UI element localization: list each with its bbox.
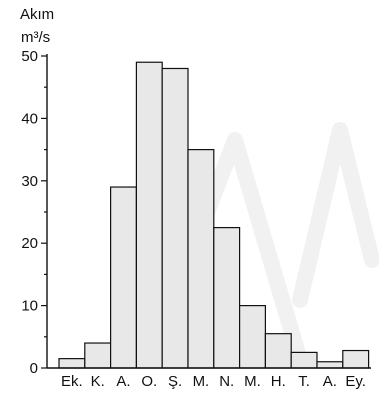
bars-group — [58, 61, 370, 369]
y-tick-label-10: 10 — [21, 298, 38, 315]
y-tick-label-40: 40 — [21, 110, 38, 127]
y-tick-label-30: 30 — [21, 173, 38, 190]
bar-12 — [342, 349, 370, 369]
bar-6 — [187, 149, 215, 369]
bar-7 — [213, 227, 241, 369]
y-axis: 0 10 20 30 40 50 — [21, 48, 48, 377]
x-category-label-5: Ş. — [168, 373, 182, 390]
x-category-label-6: M. — [193, 373, 210, 390]
bar-3 — [109, 186, 137, 369]
bar-9 — [264, 333, 292, 369]
bar-10 — [290, 351, 318, 369]
y-axis-title-line1: Akım — [20, 6, 54, 23]
bar-5 — [161, 67, 189, 369]
x-axis: Ek. K. A. O. Ş. M. N. M. H. T. A. Ey. — [47, 367, 371, 390]
x-category-label-1: Ek. — [61, 373, 83, 390]
x-category-label-9: H. — [271, 373, 286, 390]
bar-1 — [58, 358, 86, 369]
x-category-label-4: O. — [141, 373, 157, 390]
x-category-label-12: Ey. — [345, 373, 366, 390]
x-category-label-10: T. — [298, 373, 310, 390]
bar-2 — [84, 342, 112, 369]
y-tick-label-0: 0 — [30, 360, 38, 377]
y-tick-label-50: 50 — [21, 48, 38, 65]
x-category-label-11: A. — [323, 373, 337, 390]
y-axis-title-line2: m³/s — [21, 29, 50, 46]
x-category-label-2: K. — [91, 373, 105, 390]
bar-4 — [135, 61, 163, 369]
x-category-label-3: A. — [116, 373, 130, 390]
y-tick-label-20: 20 — [21, 235, 38, 252]
bar-11 — [316, 361, 344, 369]
bar-8 — [239, 305, 267, 369]
x-category-label-8: M. — [244, 373, 261, 390]
x-category-label-7: N. — [219, 373, 234, 390]
